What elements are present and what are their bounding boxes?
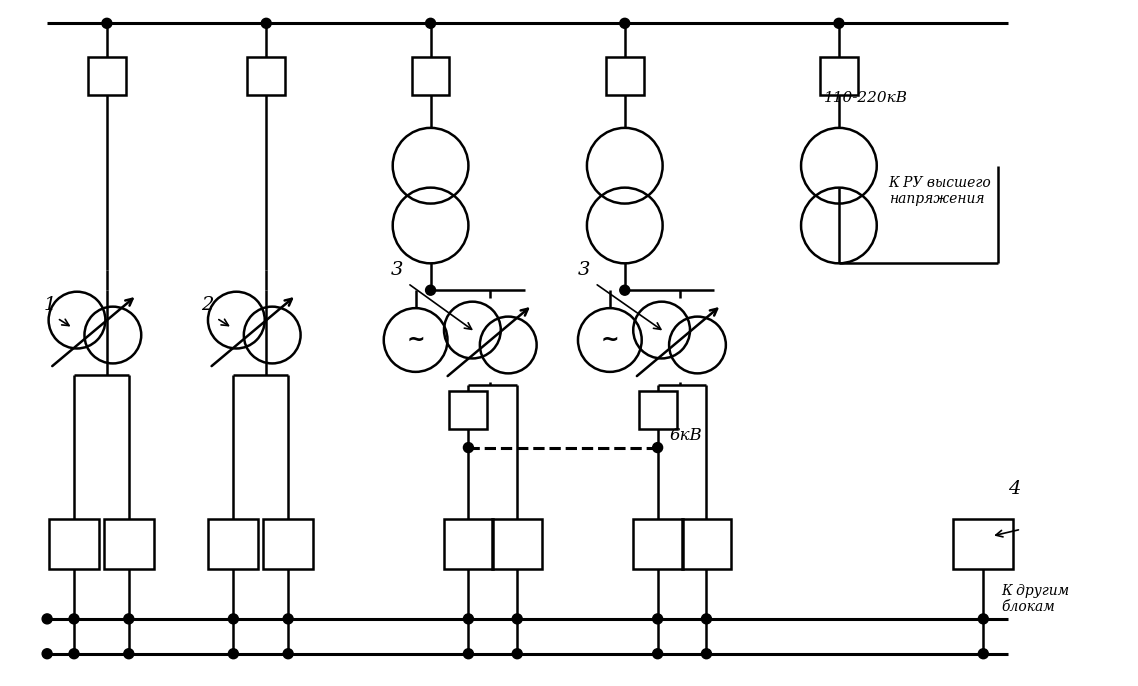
Circle shape bbox=[620, 19, 629, 28]
Bar bbox=[493, 519, 542, 569]
Circle shape bbox=[69, 614, 79, 624]
Bar bbox=[208, 519, 258, 569]
Circle shape bbox=[512, 649, 522, 659]
Circle shape bbox=[42, 614, 52, 624]
Circle shape bbox=[463, 614, 473, 624]
Circle shape bbox=[653, 442, 662, 453]
Bar bbox=[247, 57, 286, 95]
Circle shape bbox=[283, 649, 294, 659]
Bar bbox=[633, 519, 683, 569]
Circle shape bbox=[262, 19, 271, 28]
Text: ~: ~ bbox=[406, 330, 424, 350]
Circle shape bbox=[653, 614, 662, 624]
Circle shape bbox=[42, 649, 52, 659]
Bar bbox=[450, 391, 487, 429]
Circle shape bbox=[102, 19, 112, 28]
Bar bbox=[104, 519, 154, 569]
Circle shape bbox=[512, 614, 522, 624]
Circle shape bbox=[463, 649, 473, 659]
Circle shape bbox=[426, 19, 436, 28]
Bar bbox=[638, 391, 677, 429]
Text: 6кВ: 6кВ bbox=[669, 427, 702, 444]
Text: К другим
блокам: К другим блокам bbox=[1001, 584, 1070, 614]
Circle shape bbox=[463, 442, 473, 453]
Text: 2: 2 bbox=[201, 296, 214, 314]
Text: 3: 3 bbox=[390, 261, 403, 279]
Circle shape bbox=[701, 614, 711, 624]
Text: К РУ высшего
напряжения: К РУ высшего напряжения bbox=[889, 176, 991, 206]
Bar bbox=[412, 57, 450, 95]
Bar bbox=[444, 519, 493, 569]
Text: 4: 4 bbox=[1008, 480, 1021, 499]
Bar bbox=[263, 519, 313, 569]
Circle shape bbox=[229, 649, 238, 659]
Circle shape bbox=[979, 649, 988, 659]
Circle shape bbox=[834, 19, 844, 28]
Bar bbox=[49, 519, 99, 569]
Text: 1: 1 bbox=[44, 296, 57, 314]
Text: 3: 3 bbox=[578, 261, 591, 279]
Circle shape bbox=[283, 614, 294, 624]
Circle shape bbox=[124, 649, 134, 659]
Text: ~: ~ bbox=[601, 330, 619, 350]
Bar bbox=[88, 57, 126, 95]
Circle shape bbox=[69, 649, 79, 659]
Bar bbox=[820, 57, 858, 95]
Circle shape bbox=[620, 285, 629, 295]
Circle shape bbox=[701, 649, 711, 659]
Bar bbox=[682, 519, 732, 569]
Text: 110-220кВ: 110-220кВ bbox=[824, 91, 908, 105]
Bar bbox=[605, 57, 644, 95]
Circle shape bbox=[426, 285, 436, 295]
Circle shape bbox=[124, 614, 134, 624]
Circle shape bbox=[229, 614, 238, 624]
Circle shape bbox=[979, 614, 988, 624]
Bar bbox=[954, 519, 1013, 569]
Circle shape bbox=[653, 649, 662, 659]
